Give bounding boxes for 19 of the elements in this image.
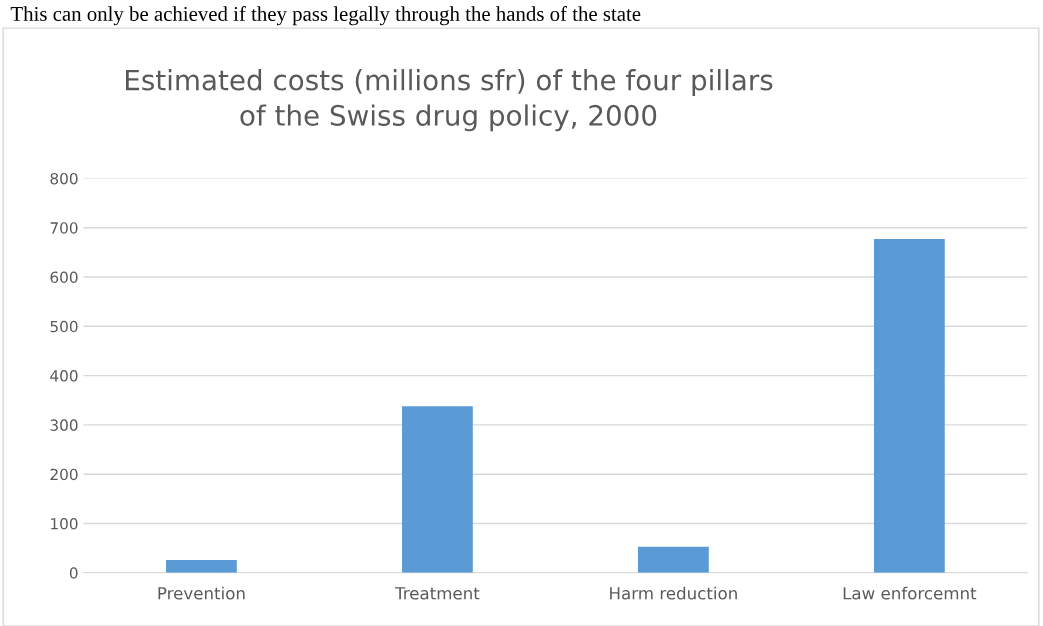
chart-title: Estimated costs (millions sfr) of the four pillars of the Swiss drug policy, 2000	[126, 69, 773, 132]
y-tick-label: 400	[50, 370, 78, 382]
y-tick-label: 0	[69, 567, 78, 579]
y-tick-label: 200	[50, 468, 78, 481]
y-tick-label: 700	[50, 222, 78, 234]
y-tick-label: 600	[50, 271, 78, 284]
y-tick-label: 100	[51, 517, 78, 530]
text: This can only be achieved if they pass legally through the hands of the state	[10, 6, 641, 26]
y-tick-label: 500	[50, 320, 78, 333]
bar	[402, 406, 473, 573]
bar	[637, 546, 709, 573]
x-tick-label: Law enforcemnt	[843, 586, 977, 600]
bar	[873, 239, 945, 573]
y-tick-label: 800	[50, 172, 78, 185]
y-tick-label: 300	[50, 419, 78, 431]
x-tick-label: Harm reduction	[610, 586, 737, 600]
bar	[166, 559, 237, 573]
x-tick-label: Prevention	[158, 586, 245, 600]
x-tick-label: Treatment	[394, 587, 480, 600]
